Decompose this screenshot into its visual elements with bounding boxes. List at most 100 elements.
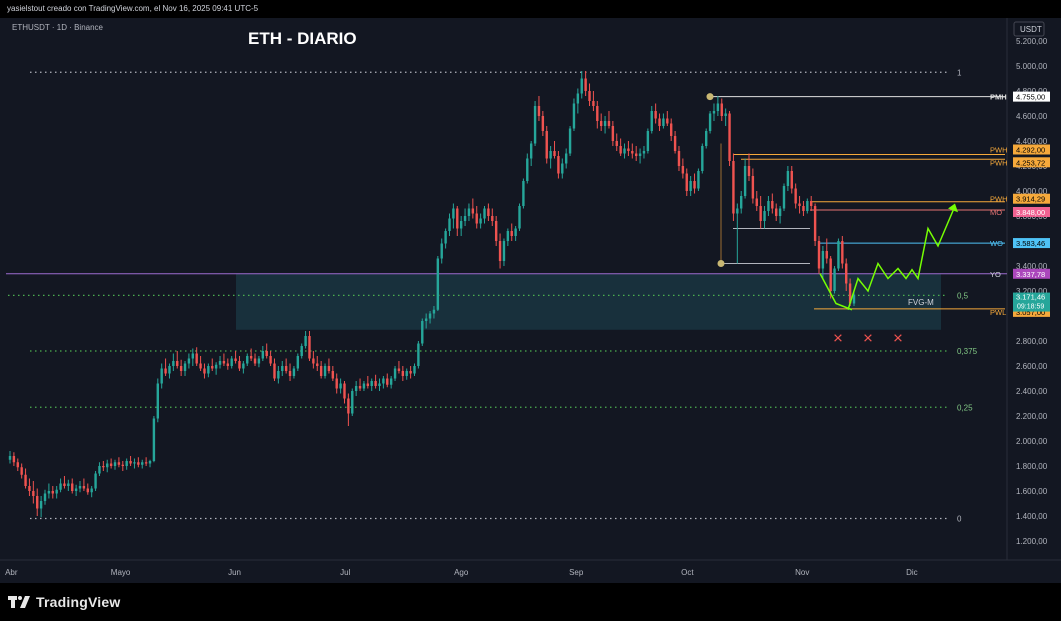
bar-countdown: 09:18:59 [1017, 304, 1044, 311]
y-tick-label: 4.800,00 [1016, 87, 1048, 96]
candle-body [638, 153, 642, 156]
x-tick-label: Jul [340, 568, 350, 577]
candle-body [444, 231, 447, 244]
level-name-pmh: PMH [990, 93, 1007, 102]
candle-body [156, 383, 160, 419]
price-tag-pmh[interactable] [1013, 91, 1050, 102]
candle-body [428, 313, 432, 319]
candle-body [553, 151, 556, 156]
candle-body [199, 363, 202, 369]
candle-body [697, 171, 700, 189]
candle-body [436, 258, 440, 310]
price-tag-value: 3.914,29 [1016, 195, 1045, 204]
candle-body [704, 131, 708, 146]
candle-body [28, 486, 31, 491]
candle-body [386, 378, 389, 385]
candle-body [421, 321, 424, 344]
candle-body [242, 363, 245, 369]
candle-body [113, 462, 117, 466]
candle-body [47, 491, 51, 494]
candle-body [351, 391, 354, 414]
projection-path [847, 205, 956, 310]
candle-body [234, 358, 237, 361]
candle-body [654, 111, 657, 119]
candle-body [759, 206, 762, 221]
candle-body [133, 462, 136, 464]
currency-label[interactable]: USDT [1020, 25, 1042, 34]
candle-body [51, 491, 54, 494]
y-tick-label: 2.800,00 [1016, 337, 1048, 346]
x-tick-label: Sep [569, 568, 584, 577]
candle-body [557, 156, 560, 174]
fib-level-label: 0,25 [957, 403, 973, 412]
level-name-pwh: PWH [990, 195, 1008, 204]
y-tick-label: 1.400,00 [1016, 512, 1048, 521]
price-tag-value: 4.253,72 [1016, 158, 1045, 167]
candle-body [833, 268, 836, 291]
candle-body [479, 218, 482, 224]
last-price-tag[interactable] [1013, 292, 1050, 312]
y-tick-label: 5.200,00 [1016, 37, 1048, 46]
price-chart[interactable]: ETHUSDT · 1D · Binance ETH - DIARIO USDT 5.… [0, 18, 1061, 583]
level-name-pwh: PWH [990, 146, 1008, 155]
price-tag-pwh[interactable] [1013, 157, 1050, 168]
candle-body [230, 358, 233, 366]
chart-area[interactable]: ETHUSDT · 1D · Binance ETH - DIARIO USDT 5.… [0, 18, 1061, 583]
candle-body [214, 364, 218, 369]
candle-body [265, 351, 268, 356]
candle-body [794, 188, 797, 204]
candle-body [740, 196, 743, 209]
price-tag-yo[interactable] [1013, 268, 1050, 279]
candle-body [790, 171, 793, 189]
price-tag-value: 3.848,00 [1016, 208, 1045, 217]
fib-level-label: 0 [957, 515, 962, 524]
credit-bar: yasielstout creado con TradingView.com, … [0, 0, 1061, 18]
symbol-label[interactable]: ETHUSDT · 1D · Binance [12, 23, 104, 32]
candle-body [572, 103, 576, 129]
candle-body [273, 363, 276, 379]
y-tick-label: 1.200,00 [1016, 537, 1048, 546]
candle-body [736, 208, 739, 214]
x-tick-label: Nov [795, 568, 809, 577]
candle-body [401, 371, 405, 376]
candle-body [596, 106, 599, 121]
candle-body [137, 462, 140, 465]
candle-body [183, 363, 187, 371]
price-tag-wo[interactable] [1013, 238, 1050, 249]
candle-body [522, 181, 525, 206]
currency-button[interactable] [1013, 21, 1045, 37]
candle-body [775, 208, 778, 216]
candle-body [176, 361, 179, 366]
candle-body [568, 128, 572, 154]
candle-body [323, 366, 327, 376]
candle-body [144, 462, 148, 464]
candle-body [545, 131, 548, 159]
price-tag-mo[interactable] [1013, 207, 1050, 217]
price-tag-pwh[interactable] [1013, 144, 1050, 155]
candle-body [160, 368, 163, 384]
candle-body [786, 171, 790, 186]
price-tag-value: 3.337,78 [1016, 270, 1045, 279]
candle-body [821, 251, 825, 269]
candle-body [36, 496, 39, 509]
rejection-marker: × [833, 329, 843, 348]
candle-body [599, 121, 603, 126]
candle-body [763, 211, 766, 221]
candle-body [728, 113, 731, 161]
candle-body [452, 208, 455, 219]
candle-body [529, 143, 533, 159]
candle-body [339, 383, 342, 389]
candle-body [669, 123, 673, 136]
level-name-pwl: PWL [990, 308, 1006, 317]
candle-body [701, 146, 704, 171]
candle-body [288, 371, 292, 376]
candle-body [308, 336, 311, 359]
candle-body [798, 203, 801, 206]
price-tag-pwh[interactable] [1013, 193, 1050, 204]
candle-body [475, 213, 478, 224]
tradingview-logo[interactable]: TradingView [8, 593, 120, 611]
chart-title: ETH - DIARIO [248, 29, 357, 48]
price-tag-pwl[interactable] [1013, 306, 1050, 317]
candle-body [117, 462, 121, 465]
candle-body [316, 363, 319, 366]
